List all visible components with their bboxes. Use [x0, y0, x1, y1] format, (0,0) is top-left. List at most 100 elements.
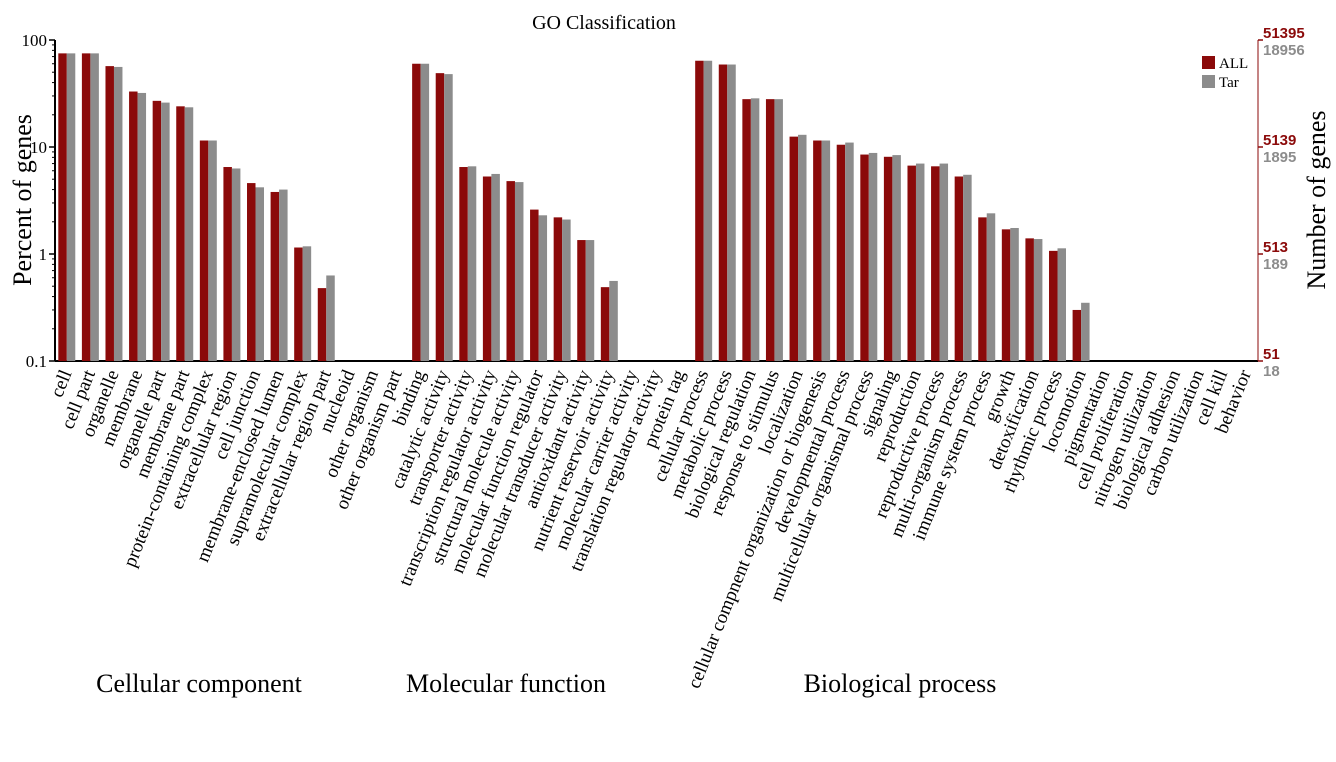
bar-tar: [892, 155, 901, 361]
bar-all: [459, 167, 468, 361]
bar-tar: [279, 189, 288, 361]
bar-tar: [609, 280, 618, 361]
y2-tick-label-tar: 1895: [1263, 149, 1296, 166]
y2-tick-label-all: 51: [1263, 346, 1280, 363]
y-tick-label: 10: [30, 138, 47, 157]
bar-all: [176, 106, 185, 361]
bar-all: [152, 100, 162, 361]
y-tick-label: 100: [22, 31, 48, 50]
legend-swatch: [1202, 75, 1215, 88]
bar-all: [81, 53, 91, 362]
bar-tar: [562, 219, 571, 361]
y2-tick-label-all: 51395: [1263, 25, 1305, 42]
bar-tar: [161, 102, 170, 361]
bar-all: [718, 64, 728, 362]
bar-all: [270, 191, 280, 361]
bar-all: [813, 140, 822, 361]
bar-tar: [113, 66, 123, 361]
bar-tar: [1033, 239, 1043, 361]
bar-all: [577, 240, 586, 361]
chart-title: GO Classification: [532, 12, 676, 34]
bar-tar: [137, 92, 147, 361]
bar-tar: [915, 163, 925, 361]
bar-all: [129, 91, 138, 362]
y2-tick-label-tar: 18956: [1263, 42, 1305, 59]
bar-tar: [821, 140, 831, 361]
bar-all: [412, 63, 421, 362]
bar-tar: [868, 152, 878, 361]
bar-all: [530, 209, 539, 361]
bar-tar: [774, 99, 783, 362]
bars: [58, 53, 1090, 362]
bar-tar: [750, 98, 760, 361]
y-tick-label: 0.1: [26, 352, 47, 371]
bar-tar: [90, 53, 99, 362]
bar-all: [789, 136, 799, 361]
bar-all: [883, 156, 893, 361]
y-axis-label: Percent of genes: [8, 114, 37, 286]
bar-tar: [963, 174, 972, 361]
group-labels: Cellular component Molecular function Biol…: [96, 669, 996, 698]
bar-all: [907, 165, 916, 361]
bar-tar: [727, 64, 736, 362]
bar-all: [553, 217, 563, 361]
bar-all: [482, 176, 492, 361]
legend: ALL Tar: [1202, 56, 1248, 91]
bar-all: [765, 99, 775, 362]
bar-tar: [302, 246, 312, 361]
y2-tick-label-tar: 189: [1263, 256, 1288, 273]
bar-all: [199, 140, 209, 361]
bar-all: [1049, 250, 1058, 361]
bar-tar: [255, 187, 264, 361]
group-label: Molecular function: [406, 669, 606, 698]
legend-label: ALL: [1219, 56, 1248, 72]
bar-tar: [1057, 248, 1066, 361]
y2-axis-label: Number of genes: [1302, 110, 1331, 289]
bar-all: [1001, 229, 1011, 361]
bar-all: [58, 53, 67, 362]
bar-tar: [1081, 302, 1090, 361]
bar-tar: [326, 275, 335, 361]
group-label: Biological process: [804, 669, 997, 698]
bar-tar: [798, 134, 807, 361]
bar-tar: [939, 163, 949, 361]
bar-all: [600, 287, 610, 361]
group-label: Cellular component: [96, 669, 303, 698]
bar-all: [1025, 238, 1034, 361]
y2-tick-label-all: 5139: [1263, 132, 1296, 149]
bar-tar: [444, 74, 453, 362]
legend-label: Tar: [1219, 75, 1239, 91]
bar-tar: [184, 107, 194, 361]
bar-tar: [1010, 227, 1019, 361]
bar-all: [860, 154, 869, 361]
bar-tar: [538, 215, 548, 361]
bar-all: [247, 183, 256, 361]
bar-tar: [585, 240, 595, 361]
bar-all: [695, 60, 704, 362]
bar-all: [931, 166, 940, 361]
bar-all: [506, 181, 515, 361]
bar-tar: [467, 166, 477, 361]
bar-tar: [66, 53, 76, 362]
bar-tar: [514, 182, 524, 361]
bar-all: [223, 167, 232, 361]
y-tick-label: 1: [39, 245, 48, 264]
bar-tar: [208, 140, 217, 361]
bar-all: [836, 144, 846, 361]
bar-all: [294, 247, 303, 361]
bar-tar: [986, 213, 996, 361]
bar-tar: [703, 60, 713, 362]
bar-all: [978, 217, 987, 361]
legend-swatch: [1202, 56, 1215, 69]
bar-all: [317, 288, 327, 361]
bar-tar: [420, 63, 430, 362]
bar-all: [105, 66, 114, 362]
bar-tar: [231, 168, 241, 361]
bar-all: [1072, 309, 1082, 361]
bar-tar: [845, 142, 854, 361]
bar-all: [954, 176, 964, 361]
bar-all: [742, 99, 751, 362]
bar-tar: [491, 173, 500, 361]
